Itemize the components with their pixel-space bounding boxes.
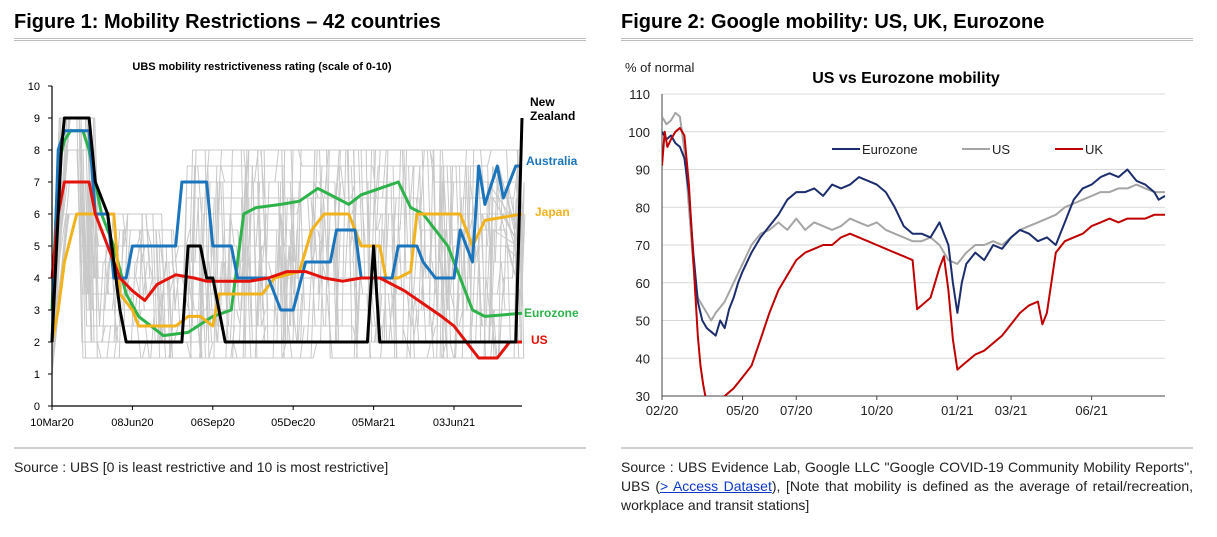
legend-label-us: US: [992, 142, 1010, 157]
figure1-title: Figure 1: Mobility Restrictions – 42 cou…: [14, 11, 441, 33]
chart2-x-tick-label: 01/21: [941, 403, 974, 418]
series-label-eurozone: Eurozone: [524, 306, 579, 320]
chart1-y-tick-label: 5: [34, 241, 40, 253]
chart2-x-tick-label: 05/20: [726, 403, 759, 418]
series-label-us: US: [531, 333, 548, 347]
figure2-title-rule: [621, 38, 1193, 41]
chart1-y-tick-label: 10: [28, 81, 40, 93]
chart1-x-tick-label: 10Mar20: [30, 417, 73, 429]
figure1-chart: UBS mobility restrictiveness rating (sca…: [28, 61, 579, 429]
figure1-title-rule: [14, 38, 586, 41]
chart1-x-tick-label: 05Mar21: [352, 417, 395, 429]
chart1-series: [50, 116, 524, 360]
chart1-y-tick-label: 4: [34, 273, 40, 285]
chart1-background-series: [51, 117, 526, 375]
chart2-y-tick-label: 50: [636, 314, 650, 329]
chart2-y-tick-label: 110: [629, 87, 650, 102]
chart2-x-tick-label: 03/21: [995, 403, 1028, 418]
chart1-x-tick-label: 08Jun20: [111, 417, 153, 429]
series-line-australia: [50, 129, 522, 343]
chart1-x-tick-label: 03Jun21: [433, 417, 475, 429]
figure2-source: Source : UBS Evidence Lab, Google LLC "G…: [621, 458, 1193, 515]
series-label-australia: Australia: [526, 154, 578, 168]
legend-label-eurozone: Eurozone: [862, 142, 918, 157]
chart1-y-tick-label: 3: [34, 305, 40, 317]
chart1-y-tick-label: 8: [34, 145, 40, 157]
chart2-y-tick-label: 90: [636, 163, 650, 178]
figure2-title: Figure 2: Google mobility: US, UK, Euroz…: [621, 11, 1045, 33]
chart1-axes: 0 1 2 3 4 5 6 7 8 9 10 10Mar20 08Jun20 06Sep20 05Dec20…: [28, 81, 522, 429]
series-line-us: [50, 180, 522, 360]
chart1-y-tick-label: 6: [34, 209, 40, 221]
figure2-source-prefix: Source : UBS Evidence Lab, Google LLC "G…: [621, 459, 1193, 494]
chart1-x-tick-label: 05Dec20: [271, 417, 315, 429]
chart2-x-tick-label: 07/20: [780, 403, 813, 418]
chart1-y-tick-label: 7: [34, 177, 40, 189]
figure2-source-suffix: ), [Note that mobility is defined as the…: [621, 478, 1194, 513]
chart2-legend: Eurozone US UK: [832, 142, 1103, 157]
figure2-source-rule: [621, 447, 1193, 449]
chart2-axes: 30 40 50 60 70 80 90 100 110 02/20 05/20 07/20 10/20…: [628, 87, 1165, 418]
chart2-y-tick-label: 30: [636, 389, 650, 404]
chart2-x-tick-label: 06/21: [1075, 403, 1108, 418]
chart1-title: UBS mobility restrictiveness rating (sca…: [132, 61, 392, 73]
legend-label-uk: UK: [1085, 142, 1103, 157]
figure1-source-rule: [14, 447, 586, 449]
series-line-japan: [50, 212, 523, 343]
series-line-new-zealand: [50, 116, 524, 344]
chart2-y-tick-label: 80: [636, 200, 650, 215]
chart2-series: [662, 111, 1165, 396]
series-label-japan: Japan: [535, 205, 570, 219]
chart2-y-tick-label: 40: [636, 351, 650, 366]
series-label-new-zealand: New: [530, 95, 555, 109]
figure2-chart: % of normal US vs Eurozone mobility 30 40…: [625, 60, 1165, 418]
figure1-source: Source : UBS [0 is least restrictive and…: [14, 459, 389, 475]
chart2-title: US vs Eurozone mobility: [812, 70, 1000, 87]
chart1-y-tick-label: 0: [34, 401, 40, 413]
access-dataset-link[interactable]: > Access Dataset: [660, 478, 772, 494]
chart1-y-tick-label: 2: [34, 337, 40, 349]
series-label-new-zealand: Zealand: [530, 109, 575, 123]
chart2-x-tick-label: 02/20: [646, 403, 679, 418]
chart1-y-tick-label: 1: [34, 369, 40, 381]
series-line-eurozone: [662, 131, 1165, 337]
chart2-ylabel: % of normal: [625, 60, 694, 75]
chart2-y-tick-label: 60: [636, 276, 650, 291]
series-line-uk: [662, 127, 1165, 396]
chart1-y-tick-label: 9: [34, 113, 40, 125]
chart2-y-tick-label: 70: [636, 238, 650, 253]
chart2-x-tick-label: 10/20: [861, 403, 894, 418]
chart1-x-tick-label: 06Sep20: [191, 417, 235, 429]
chart2-y-tick-label: 100: [628, 125, 650, 140]
